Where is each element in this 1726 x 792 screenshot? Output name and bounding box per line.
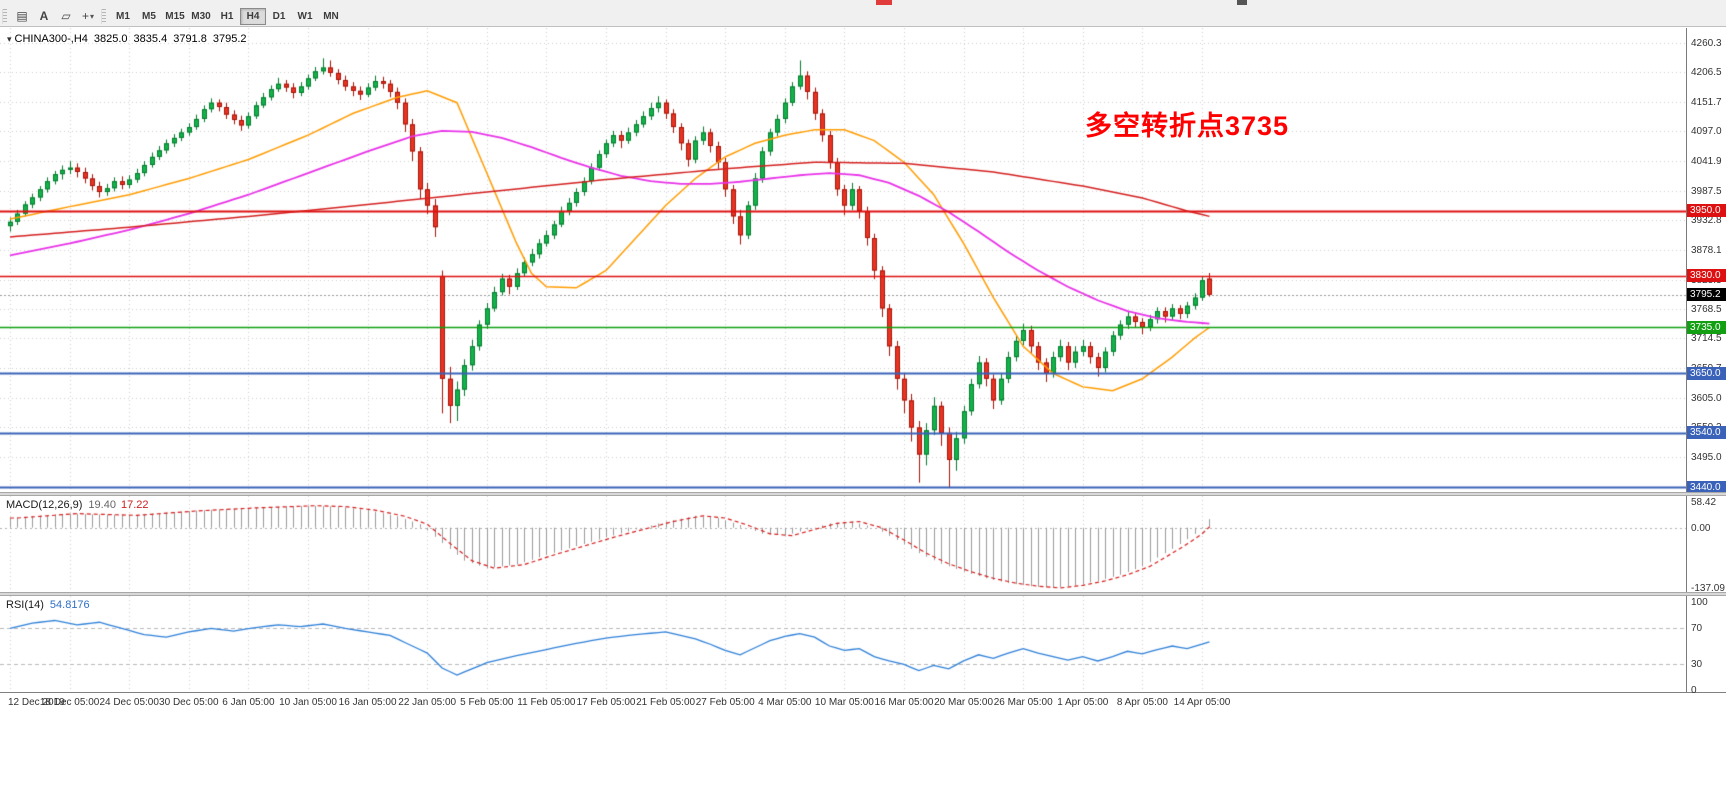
price-tick: 4260.3 — [1691, 38, 1722, 49]
toolbar-grip[interactable] — [101, 8, 106, 24]
price-tick: 3714.5 — [1691, 333, 1722, 345]
macd-label: MACD(12,26,9) 19.40 17.22 — [6, 499, 148, 511]
cropped-menubar-strip — [0, 0, 1726, 6]
date-label: 21 Feb 05:00 — [636, 697, 696, 708]
macd-signal-value: 17.22 — [120, 499, 149, 511]
toolbar: ▤ A ▱ + ▾ M1 M5 M15 M30 H1 H4 D1 W1 MN — [0, 6, 1726, 27]
level-price-badge: 3950.0 — [1687, 204, 1726, 218]
timeframe-button-MN[interactable]: MN — [323, 10, 339, 22]
price-tick: 3878.1 — [1691, 244, 1722, 256]
date-label: 11 Feb 05:00 — [517, 697, 576, 708]
timeframe-button-D1[interactable]: D1 — [272, 10, 286, 22]
timeframe-button-M15[interactable]: M15 — [165, 10, 185, 22]
date-label: 24 Dec 05:00 — [99, 697, 159, 708]
toolbar-grip[interactable] — [2, 8, 7, 24]
rsi-panel-canvas[interactable] — [0, 596, 1686, 692]
text-tool-icon[interactable]: A — [39, 9, 49, 23]
level-price-badge: 3650.0 — [1687, 366, 1726, 380]
cropped-icon-fragment — [1237, 0, 1247, 5]
date-label: 1 Apr 05:00 — [1057, 697, 1109, 708]
rsi-tick: 0 — [1691, 685, 1697, 696]
date-label: 26 Mar 05:00 — [993, 697, 1053, 708]
crosshair-tool-icon[interactable]: + ▾ — [81, 9, 95, 23]
date-label: 8 Apr 05:00 — [1116, 697, 1168, 708]
level-price-badge: 3540.0 — [1687, 426, 1726, 440]
timeframe-button-M30[interactable]: M30 — [191, 10, 211, 22]
date-label: 10 Mar 05:00 — [814, 697, 874, 708]
date-label: 4 Mar 05:00 — [758, 697, 812, 708]
ohlc-open: 3825.0 — [93, 33, 128, 45]
chart-title: ▾ CHINA300-,H4 3825.0 3835.4 3791.8 3795.2 — [7, 33, 247, 45]
chart-context-arrow-icon: ▾ — [7, 34, 12, 44]
macd-main-value: 19.40 — [88, 499, 116, 511]
price-tick: 3605.0 — [1691, 392, 1722, 404]
date-label: 16 Jan 05:00 — [338, 697, 397, 708]
macd-name: MACD(12,26,9) — [6, 499, 83, 511]
timeframe-button-W1[interactable]: W1 — [297, 10, 313, 22]
macd-tick: 0.00 — [1691, 522, 1711, 534]
price-tick: 4041.9 — [1691, 156, 1722, 168]
ohlc-close: 3795.2 — [212, 33, 247, 45]
timeframe-button-M5[interactable]: M5 — [142, 10, 156, 22]
level-price-badge: 3735.0 — [1687, 320, 1726, 334]
date-label: 18 Dec 05:00 — [39, 697, 100, 708]
macd-tick: 58.42 — [1691, 497, 1717, 508]
date-label: 27 Feb 05:00 — [695, 697, 755, 708]
chevron-down-icon: ▾ — [90, 11, 95, 21]
price-tick: 4151.7 — [1691, 96, 1722, 108]
drawing-tools-group: ▤ A ▱ + ▾ — [11, 7, 99, 25]
level-price-badge: 3830.0 — [1687, 269, 1726, 283]
date-label: 14 Apr 05:00 — [1173, 697, 1231, 708]
panel-divider[interactable] — [0, 592, 1726, 596]
main-chart-canvas[interactable] — [0, 28, 1686, 492]
timeframe-button-M1[interactable]: M1 — [116, 10, 130, 22]
macd-tick: -137.09 — [1691, 583, 1725, 594]
rsi-tick: 70 — [1691, 623, 1703, 635]
symbol-period: CHINA300-,H4 — [14, 33, 88, 45]
date-label: 30 Dec 05:00 — [159, 697, 219, 708]
annotation-text: 多空转折点3735 — [1085, 111, 1290, 141]
time-axis-separator — [0, 692, 1726, 693]
price-tick: 3768.5 — [1691, 304, 1722, 316]
date-label: 22 Jan 05:00 — [398, 697, 457, 708]
date-label: 10 Jan 05:00 — [279, 697, 337, 708]
level-price-badge: 3440.0 — [1687, 480, 1726, 494]
date-label: 17 Feb 05:00 — [576, 697, 636, 708]
timeframe-button-H4[interactable]: H4 — [240, 7, 266, 25]
date-label: 12 Dec 2019 — [8, 697, 65, 708]
price-tick: 4097.0 — [1691, 126, 1722, 138]
ohlc-low: 3791.8 — [173, 33, 207, 45]
price-tick: 3932.8 — [1691, 215, 1722, 227]
panel-divider[interactable] — [0, 492, 1726, 496]
current-price-badge: 3795.2 — [1687, 288, 1726, 302]
price-tick: 3495.0 — [1691, 452, 1722, 464]
macd-panel-canvas[interactable] — [0, 496, 1686, 592]
date-label: 5 Feb 05:00 — [460, 697, 514, 708]
rsi-label: RSI(14) 54.8176 — [6, 599, 90, 611]
timeframe-group: M1 M5 M15 M30 H1 H4 D1 W1 MN — [110, 7, 344, 25]
price-axis[interactable]: 4260.3 4206.5 4151.7 4097.0 4041.9 3987.5 3932… — [1686, 28, 1726, 696]
bottom-blank-area — [0, 718, 1726, 792]
rsi-value: 54.8176 — [49, 599, 90, 611]
date-label: 16 Mar 05:00 — [874, 697, 934, 708]
time-axis[interactable]: 12 Dec 2019 18 Dec 05:00 24 Dec 05:00 30 De… — [0, 693, 1726, 718]
rsi-name: RSI(14) — [6, 599, 44, 611]
cropped-icon-fragment — [876, 0, 892, 5]
rsi-tick: 100 — [1691, 597, 1708, 608]
rsi-tick: 30 — [1691, 658, 1703, 670]
shapes-tool-icon[interactable]: ▱ — [61, 9, 71, 23]
chart-list-icon[interactable]: ▤ — [16, 9, 28, 23]
timeframe-button-H1[interactable]: H1 — [220, 10, 234, 22]
ohlc-high: 3835.4 — [133, 33, 168, 45]
date-label: 20 Mar 05:00 — [934, 697, 994, 708]
price-tick: 3987.5 — [1691, 185, 1722, 197]
date-label: 6 Jan 05:00 — [222, 697, 275, 708]
price-tick: 4206.5 — [1691, 67, 1722, 79]
